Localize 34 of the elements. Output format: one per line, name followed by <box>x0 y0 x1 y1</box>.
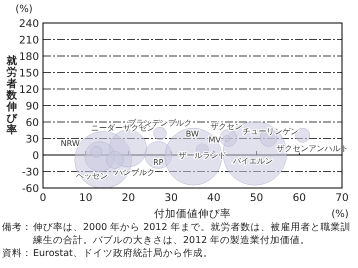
y-tick-label: 120 <box>18 84 39 96</box>
y-tick-label: 30 <box>26 134 39 146</box>
series-label: MV <box>208 136 222 144</box>
y-tick-label: -30 <box>22 166 39 178</box>
y-tick-label: 210 <box>18 34 39 46</box>
text: 資料：Eurostat、ドイツ政府統計局から作成。 <box>2 248 214 260</box>
text: (%) <box>15 4 33 15</box>
y-tick-label: 60 <box>26 117 39 129</box>
series-label: バイエルン <box>232 156 273 166</box>
x-tick-label: 0 <box>40 192 46 204</box>
x-tick-label: 40 <box>207 192 221 204</box>
x-axis-title: 付加価値伸び率 <box>154 207 231 220</box>
series-label: RP <box>153 158 164 167</box>
y-tick-label: 180 <box>18 51 39 63</box>
x-tick-label: 10 <box>79 192 92 204</box>
y-tick-label: 90 <box>26 100 39 112</box>
series-label: ヘッセン <box>76 172 108 181</box>
text: (%) <box>331 209 349 220</box>
series-label: ザクセンアンハルト <box>276 144 349 154</box>
y-tick-label: 240 <box>18 18 39 30</box>
y-axis-title: 就労者数伸び率 <box>6 54 18 136</box>
text: 備考：伸び率は、2000 年から 2012 年まで。就労者数は、被雇用者と職業訓練生の合計。バブルの大きさは、2012 年の製造業付加価値。 <box>2 222 352 247</box>
series-label: ザクセン <box>210 122 242 131</box>
x-tick-label: 60 <box>292 192 306 204</box>
series-label: NRW <box>60 138 80 148</box>
x-tick-label: 20 <box>122 192 136 204</box>
y-tick-label: -60 <box>22 183 39 195</box>
series-label: チューリンゲン <box>242 126 299 136</box>
x-tick-label: 70 <box>335 192 349 204</box>
x-tick-label: 50 <box>250 192 264 204</box>
y-tick-label: 150 <box>18 68 39 80</box>
x-tick-label: 30 <box>164 192 178 204</box>
y-tick-label: 0 <box>32 150 39 162</box>
series-label: BW <box>186 130 199 139</box>
